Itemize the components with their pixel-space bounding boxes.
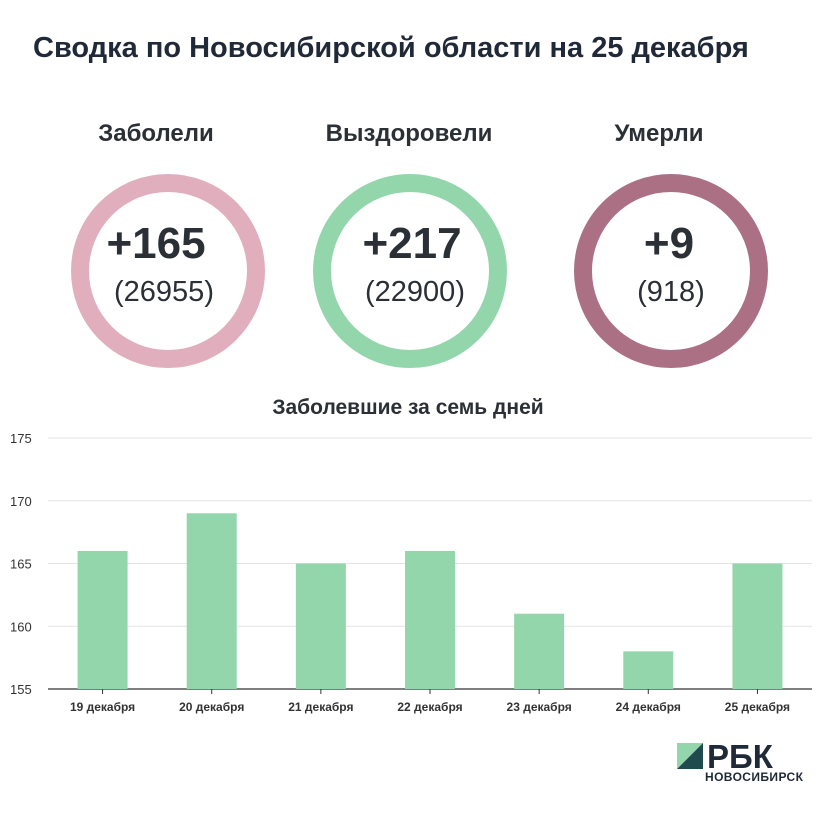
- bar: [186, 513, 237, 689]
- y-tick-label: 170: [10, 494, 32, 509]
- y-tick-label: 155: [10, 682, 32, 697]
- x-tick-label: 19 декабря: [70, 700, 135, 714]
- stat-total-recovered: (22900): [365, 276, 465, 308]
- stat-total-deaths: (918): [637, 276, 705, 308]
- bar: [295, 563, 346, 689]
- bar: [514, 613, 565, 689]
- bar: [77, 550, 128, 689]
- bar: [623, 651, 674, 689]
- y-tick-label: 175: [10, 431, 32, 446]
- x-tick-label: 25 декабря: [725, 700, 790, 714]
- x-tick-label: 22 декабря: [397, 700, 462, 714]
- x-tick-label: 21 декабря: [288, 700, 353, 714]
- stat-delta-deaths: +9: [643, 219, 695, 268]
- bar-chart: 155 160 165 170 175 19 декабря 20 декабря 21 де…: [10, 431, 812, 714]
- stat-delta-recovered: +217: [362, 219, 462, 268]
- page-title: Сводка по Новосибирской области на 25 де…: [33, 32, 749, 64]
- rbc-logo-icon: [677, 743, 703, 769]
- x-tick-label: 20 декабря: [179, 700, 244, 714]
- stat-delta-infected: +165: [106, 219, 206, 268]
- ring-recovered: [313, 174, 507, 368]
- bar: [405, 550, 455, 689]
- ring-deaths: [574, 174, 768, 368]
- logo-subtitle: НОВОСИБИРСК: [705, 770, 804, 784]
- stat-label-recovered: Выздоровели: [325, 120, 493, 147]
- y-tick-label: 165: [10, 557, 32, 572]
- x-tick-label: 24 декабря: [616, 700, 681, 714]
- x-tick-label: 23 декабря: [507, 700, 572, 714]
- stat-label-infected: Заболели: [98, 120, 214, 147]
- bar: [732, 563, 783, 689]
- logo-text: РБК: [707, 738, 773, 775]
- stat-label-deaths: Умерли: [614, 120, 704, 147]
- y-tick-label: 160: [10, 619, 32, 634]
- stat-total-infected: (26955): [114, 276, 214, 308]
- chart-title: Заболевшие за семь дней: [272, 396, 544, 419]
- ring-infected: [71, 174, 265, 368]
